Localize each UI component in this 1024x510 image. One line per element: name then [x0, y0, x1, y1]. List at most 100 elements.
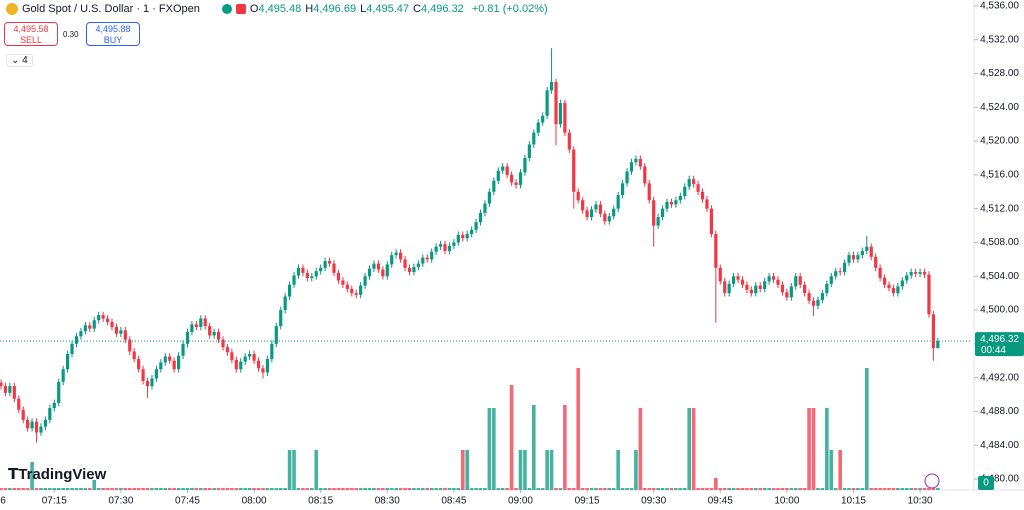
volume-bar — [780, 488, 785, 490]
candle-body — [465, 234, 469, 239]
ohlc-key: L — [360, 3, 367, 15]
candle-body — [132, 351, 136, 360]
candle-body — [709, 208, 713, 235]
volume-bar — [913, 488, 918, 490]
ohlc-value: 4,495.47 — [366, 3, 410, 15]
volume-bar — [580, 488, 585, 490]
volume-bar — [700, 488, 705, 490]
volume-bar — [310, 488, 314, 490]
volume-bar — [367, 488, 372, 490]
volume-bar — [563, 405, 567, 490]
candle-body — [740, 279, 745, 285]
candle-body — [629, 162, 634, 172]
volume-bar — [416, 488, 421, 490]
candle-body — [3, 386, 8, 393]
volume-bar — [336, 488, 341, 490]
volume-bar — [301, 488, 305, 490]
volume-bar — [514, 488, 518, 490]
candle-body — [83, 325, 87, 332]
candle-body — [239, 361, 243, 370]
volume-bar — [278, 488, 283, 490]
candle-body — [732, 276, 736, 284]
candle-body — [798, 276, 802, 285]
volume-bar — [110, 488, 114, 490]
candle-body — [492, 180, 496, 192]
candle-body — [758, 285, 762, 289]
symbol[interactable]: Gold Spot / U.S. Dollar · 1 · FXOpen — [22, 3, 200, 15]
volume-bar — [758, 488, 763, 490]
volume-bar — [904, 488, 909, 490]
logo-text: TradingView — [18, 466, 107, 483]
volume-bar — [891, 488, 896, 490]
volume-bar — [127, 488, 132, 490]
indicators-toggle[interactable]: ⌄ 4 — [6, 54, 33, 67]
volume-bar — [745, 488, 749, 490]
volume-bar — [238, 488, 243, 490]
volume-bar — [860, 488, 865, 490]
volume-bar — [798, 488, 802, 490]
volume-bar — [221, 488, 225, 490]
candle-body — [776, 279, 780, 285]
volume-bar — [0, 488, 3, 490]
candle-body — [39, 426, 43, 433]
volume-bar — [83, 488, 88, 490]
candle-body — [505, 166, 509, 175]
volume-bar — [505, 488, 509, 490]
countdown: 00:44 — [981, 345, 1006, 356]
legend-header: Gold Spot / U.S. Dollar · 1 · FXOpen O 4,… — [6, 3, 548, 15]
volume-bar — [616, 450, 620, 490]
ohlc-key: H — [305, 3, 314, 15]
candle-body — [354, 293, 358, 295]
volume-bar — [425, 488, 430, 490]
candle-body — [616, 195, 620, 209]
candle-body — [900, 280, 904, 287]
volume-bar — [16, 488, 21, 490]
candle-body — [692, 179, 696, 185]
volume-bar — [496, 488, 501, 490]
candle-body — [687, 179, 691, 187]
volume-bar — [789, 488, 794, 490]
volume-bar — [194, 488, 199, 490]
volume-bar — [576, 368, 580, 490]
volume-bar — [811, 408, 816, 490]
candle-body — [74, 336, 79, 344]
candle-body — [438, 244, 443, 247]
candle-body — [447, 245, 452, 251]
candle-body — [931, 314, 935, 349]
volume-bar — [527, 488, 532, 490]
volume-bar — [536, 488, 541, 490]
volume-bar — [163, 488, 168, 490]
candle-body — [527, 144, 531, 158]
candle-body — [767, 276, 771, 282]
volume-bar — [283, 488, 287, 490]
volume-bar — [762, 488, 767, 490]
volume-bar — [500, 488, 505, 490]
candle-body — [891, 288, 896, 294]
x-tick-label: 08:30 — [375, 496, 400, 507]
volume-last-box — [978, 476, 994, 490]
logo[interactable]: ꓔTradingView — [8, 466, 107, 483]
volume-bar — [447, 488, 452, 490]
candle-body — [647, 183, 651, 201]
volume-bar — [598, 488, 603, 490]
candle-body — [803, 284, 807, 294]
candle-body — [327, 261, 332, 264]
candle-body — [150, 378, 154, 387]
x-tick-label: 10:15 — [841, 496, 866, 507]
candle-body — [563, 103, 567, 133]
buy-button[interactable]: 4,495.88 BUY — [86, 22, 140, 46]
sell-button[interactable]: 4,495.58 SELL — [4, 22, 58, 46]
volume-bar — [296, 488, 301, 490]
volume-bar — [181, 488, 185, 490]
buy-price: 4,495.88 — [95, 24, 131, 34]
volume-bar — [793, 488, 798, 490]
candle-body — [12, 386, 16, 399]
volume-bar — [625, 488, 629, 490]
volume-bar — [731, 488, 736, 490]
candle-body — [914, 272, 918, 274]
candle-body — [714, 234, 718, 268]
volume-bar — [452, 488, 456, 490]
volume-bar — [8, 488, 12, 490]
ohlc-key: O — [249, 3, 259, 15]
